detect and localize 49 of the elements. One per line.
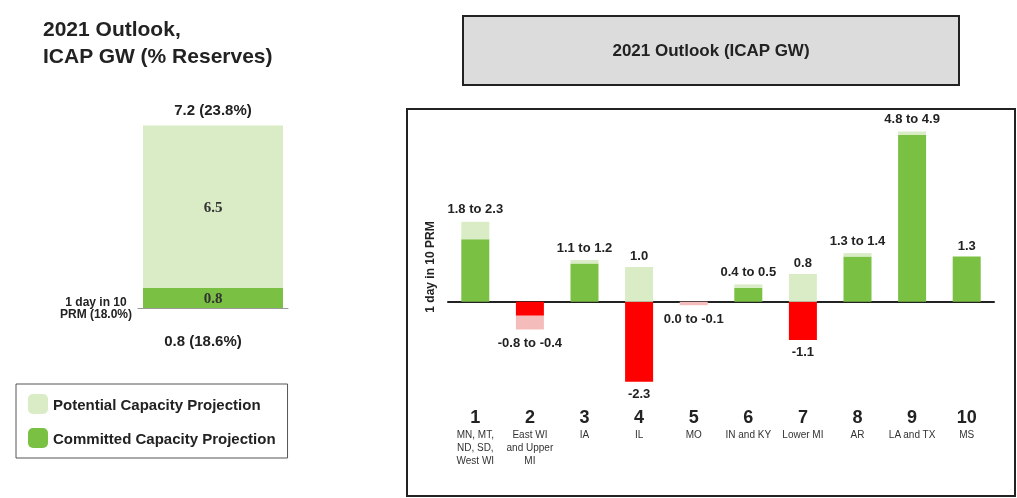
x-tick-label: 5 MO — [685, 407, 702, 440]
bar — [515, 301, 544, 316]
annotation: -0.8 to -0.4 — [497, 335, 563, 351]
legend-label: Potential Capacity Projection — [53, 395, 261, 413]
annotation: 1.3 to 1.4 — [829, 232, 887, 248]
bar — [570, 260, 599, 264]
bar — [625, 301, 654, 382]
x-tick-label: 2 East WI and Upper MI — [506, 407, 554, 466]
x-tick-label: 8 AR — [850, 407, 865, 440]
bar — [734, 287, 763, 302]
bar — [625, 267, 654, 302]
data-label: 6.5 — [203, 198, 223, 215]
y-axis-title: 1 day in 10 PRM — [423, 221, 437, 313]
bar — [788, 273, 817, 302]
annotation: 0.4 to 0.5 — [720, 263, 777, 279]
bar — [952, 256, 981, 302]
data-label: -1.1 — [791, 343, 815, 359]
data-label: 1.0 — [630, 248, 649, 263]
x-tick-label: 7 Lower MI — [782, 407, 824, 440]
bar — [461, 239, 490, 302]
x-tick-label: 4 IL — [634, 407, 645, 440]
x-tick-label: 1 MN, MT, ND, SD, West WI — [456, 407, 495, 466]
bar — [515, 315, 544, 330]
annotation: 4.8 to 4.9 — [884, 110, 940, 126]
annotation: 1.8 to 2.3 — [447, 201, 504, 217]
bar — [570, 263, 599, 302]
chart-title: 2021 Outlook, ICAP GW (% Reserves) — [43, 17, 273, 67]
total-label: 7.2 (23.8%) — [174, 101, 252, 118]
data-label: 1.3 — [957, 237, 976, 253]
x-tick-label: 3 IA — [579, 407, 590, 440]
bar — [898, 134, 927, 302]
bar — [734, 284, 763, 288]
bar — [898, 131, 927, 135]
text: 0.8 (18.6%) — [164, 332, 242, 349]
legend-label: Committed Capacity Projection — [53, 429, 276, 447]
chart-title: 2021 Outlook (ICAP GW) — [612, 41, 810, 60]
bar — [461, 221, 490, 240]
annotation: 0.0 to -0.1 — [663, 310, 724, 326]
bar — [843, 253, 872, 257]
x-tick-label: 9 LA and TX — [888, 407, 936, 440]
x-tick-label: 6 IN and KY — [725, 407, 772, 440]
x-tick-label: 10 MS — [956, 407, 977, 440]
annotation: 1.1 to 1.2 — [556, 239, 613, 255]
bar — [843, 256, 872, 302]
data-label: 0.8 — [203, 290, 223, 306]
bar — [788, 301, 817, 340]
data-label: -2.3 — [627, 385, 651, 401]
ref-line-label: 1 day in 10 PRM (18.0%) — [59, 295, 133, 321]
data-label: 0.8 — [793, 254, 812, 270]
